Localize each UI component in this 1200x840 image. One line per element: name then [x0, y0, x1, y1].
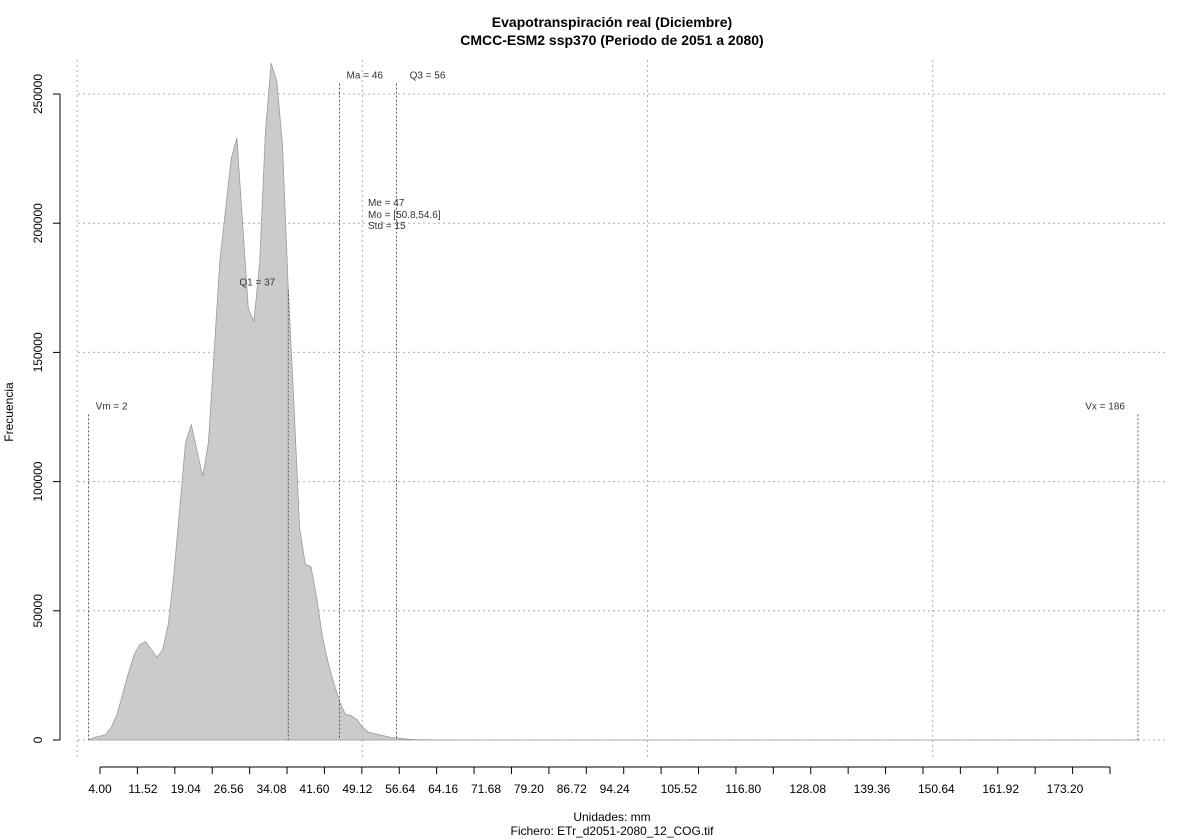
- x-tick-label-1: 11.52: [128, 782, 157, 796]
- y-tick-label-0: 0: [31, 736, 45, 743]
- x-tick-label-19: 173.20: [1047, 782, 1084, 796]
- x-tick-label-17: 150.64: [918, 782, 955, 796]
- y-tick-label-1: 50000: [31, 594, 45, 628]
- x-tick-label-0: 4.00: [88, 782, 112, 796]
- x-tick-label-18: 161.92: [982, 782, 1019, 796]
- x-tick-label-7: 56.64: [385, 782, 415, 796]
- x-tick-label-16: 139.36: [854, 782, 891, 796]
- file-name-caption: Fichero: ETr_d2051-2080_12_COG.tif: [511, 824, 715, 838]
- ref-label-4: Vx = 186: [1085, 401, 1125, 412]
- x-tick-label-15: 128.08: [789, 782, 826, 796]
- x-tick-label-13: 105.52: [661, 782, 698, 796]
- stat-mode-label: Mo = [50.8,54.6]: [368, 210, 441, 221]
- x-tick-label-12: 94.24: [600, 782, 630, 796]
- reference-lines: Vm = 2 Q1 = 37 Ma = 46 Q3 = 56 Vx = 186: [88, 71, 1139, 740]
- x-tick-label-4: 34.08: [257, 782, 287, 796]
- x-tick-label-5: 41.60: [299, 782, 329, 796]
- chart-subtitle: CMCC-ESM2 ssp370 (Periodo de 2051 a 2080…: [460, 32, 763, 48]
- x-tick-label-10: 79.20: [514, 782, 544, 796]
- y-tick-label-3: 150000: [31, 332, 45, 372]
- y-tick-label-2: 100000: [31, 461, 45, 501]
- density-area: [88, 62, 1138, 741]
- ref-label-0: Vm = 2: [96, 401, 128, 412]
- axes: 0 50000 100000 150000 200000 250000 4.00 11.52 1…: [31, 74, 1111, 796]
- stat-std-label: Std = 15: [368, 221, 406, 232]
- y-tick-label-5: 250000: [31, 74, 45, 114]
- x-tick-label-3: 26.56: [214, 782, 244, 796]
- ref-label-2: Ma = 46: [347, 71, 384, 82]
- x-tick-label-9: 71.68: [471, 782, 501, 796]
- x-axis-title: Unidades: mm: [573, 810, 650, 824]
- x-tick-label-8: 64.16: [428, 782, 458, 796]
- density-area-path: [88, 62, 1138, 741]
- x-tick-label-6: 49.12: [342, 782, 372, 796]
- x-tick-label-11: 86.72: [557, 782, 587, 796]
- chart-title: Evapotranspiración real (Diciembre): [492, 14, 732, 30]
- ref-label-3: Q3 = 56: [410, 71, 446, 82]
- stat-median-label: Me = 47: [368, 198, 405, 209]
- x-tick-label-2: 19.04: [171, 782, 201, 796]
- ref-label-1: Q1 = 37: [239, 277, 275, 288]
- y-axis-title: Frecuencia: [2, 382, 16, 442]
- y-tick-label-4: 200000: [31, 203, 45, 243]
- x-tick-label-14: 116.80: [725, 782, 761, 796]
